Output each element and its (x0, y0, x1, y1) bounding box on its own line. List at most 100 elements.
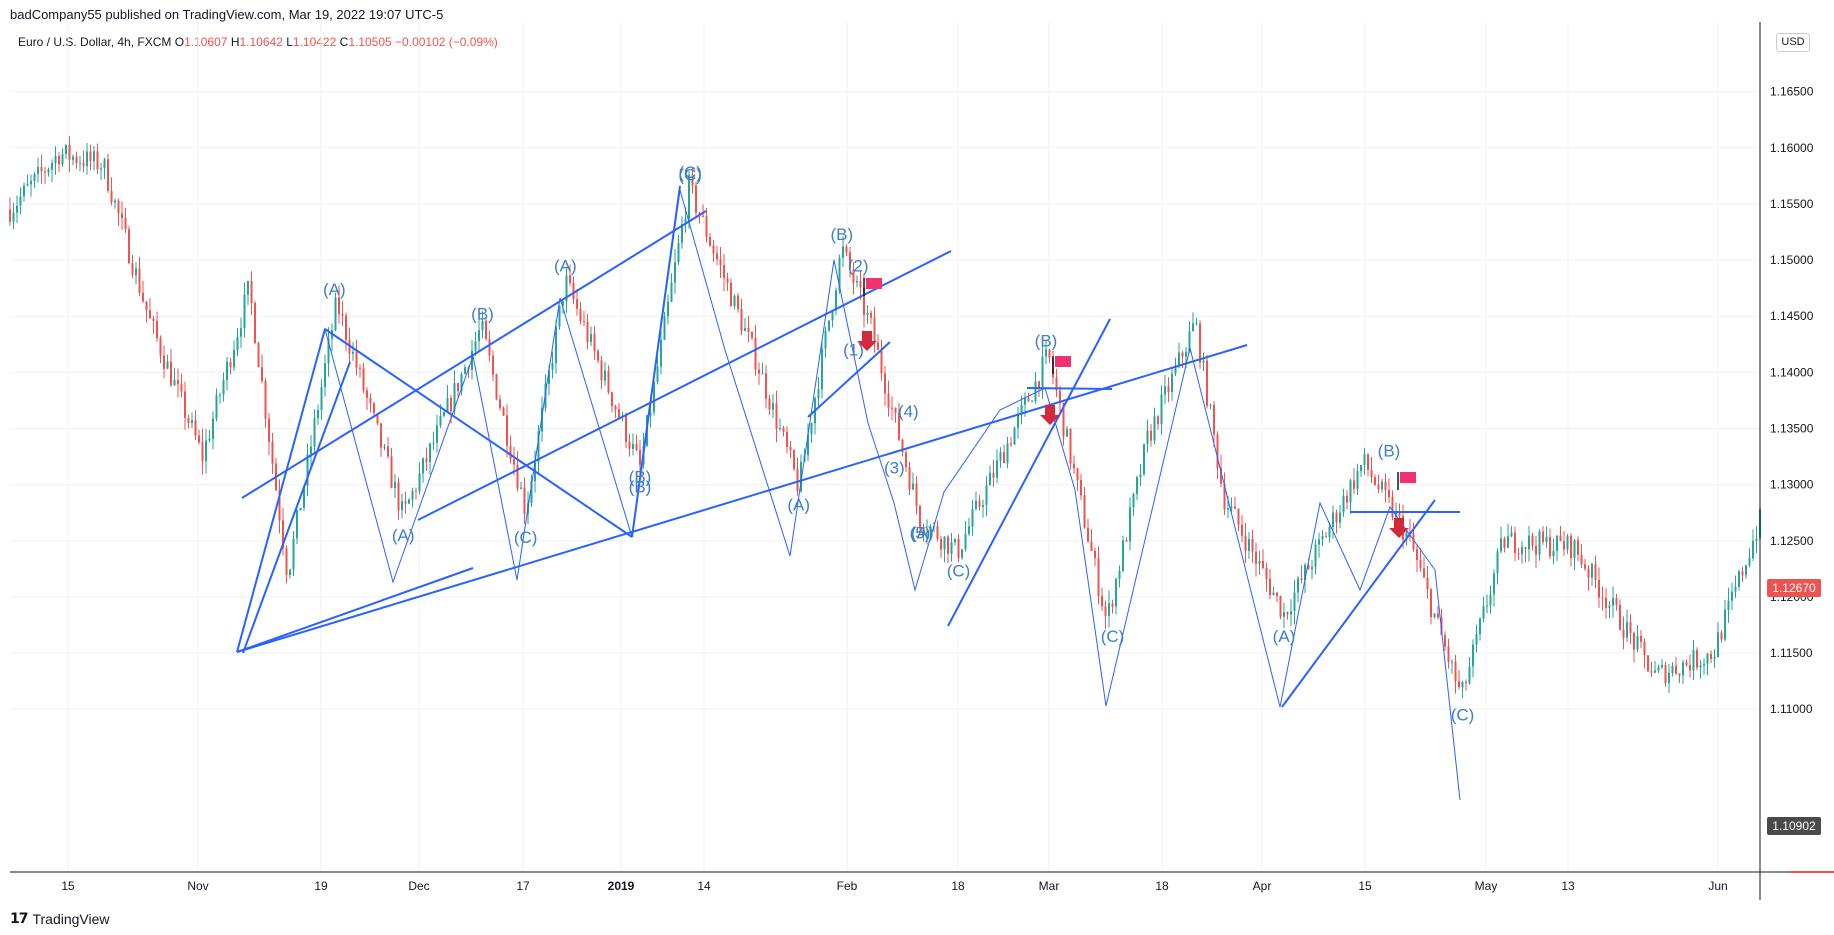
candle-body (709, 236, 711, 246)
trend-line[interactable] (807, 341, 891, 418)
candle-body (303, 486, 305, 508)
candle-body (898, 412, 900, 440)
candle-body (464, 367, 466, 374)
candle-body (936, 525, 939, 539)
wave-label: (A) (1273, 627, 1296, 646)
candle-body (1209, 404, 1212, 406)
candle-body (656, 366, 659, 383)
trend-line[interactable] (417, 250, 952, 521)
candle-body (264, 380, 267, 419)
candle-body (481, 320, 484, 331)
candle-body (1433, 613, 1436, 617)
wave-label: (A) (323, 280, 346, 299)
candle-body (1013, 427, 1016, 445)
trend-line[interactable] (1281, 499, 1436, 708)
candle-body (271, 441, 274, 464)
candle-body (1748, 558, 1751, 566)
candle-body (68, 145, 71, 160)
flag-icon[interactable] (866, 278, 882, 289)
grid (10, 22, 1760, 872)
candle-body (772, 403, 774, 410)
candle-body (1689, 665, 1691, 671)
candle-body (1566, 535, 1569, 550)
candle-body (607, 370, 610, 393)
wave-label: (C) (1101, 627, 1125, 646)
candle-body (96, 151, 99, 170)
candle-body (187, 417, 190, 424)
tradingview-brand[interactable]: 𝟭𝟳 TradingView (10, 910, 110, 927)
flag-icon[interactable] (1400, 472, 1416, 483)
candle-body (992, 472, 995, 478)
candle-body (418, 473, 421, 492)
candle-body (1080, 479, 1082, 496)
candle-body (1272, 592, 1275, 595)
sell-arrow-icon[interactable] (1389, 518, 1409, 538)
candle-body (1668, 672, 1670, 684)
y-tick-label: 1.14500 (1770, 309, 1814, 323)
candle-body (982, 505, 984, 507)
candle-body (1577, 540, 1579, 555)
flag-icon[interactable] (1055, 356, 1071, 367)
trend-line[interactable] (1026, 387, 1113, 390)
candle-body (926, 532, 928, 534)
candle-body (838, 257, 841, 291)
candle-body (86, 151, 88, 167)
y-tick-label: 1.15000 (1770, 253, 1814, 267)
candle-body (548, 369, 550, 384)
candle-body (1703, 663, 1705, 666)
candle-body (1062, 403, 1065, 437)
trend-line[interactable] (241, 210, 707, 499)
candle-body (1328, 526, 1331, 538)
candle-body (44, 171, 46, 173)
candle-body (628, 441, 631, 449)
candle-body (1314, 544, 1317, 567)
wave-path[interactable] (236, 189, 1461, 801)
candle-body (873, 317, 876, 343)
trend-line[interactable] (324, 328, 633, 538)
candle-body (1426, 577, 1429, 590)
trend-line[interactable] (236, 567, 474, 653)
sell-arrow-icon[interactable] (857, 331, 877, 351)
candle-body (170, 361, 172, 386)
candle-body (565, 275, 568, 302)
candle-body (261, 367, 263, 381)
wave-label: (B) (629, 477, 652, 496)
candle-body (1734, 586, 1737, 592)
candle-body (1041, 356, 1044, 388)
candle-body (149, 310, 151, 319)
wave-label: (A) (392, 526, 415, 545)
candle-body (191, 420, 193, 424)
trend-line[interactable] (947, 318, 1111, 627)
candle-body (1419, 560, 1422, 569)
candle-body (1731, 591, 1733, 601)
currency-badge[interactable]: USD (1776, 33, 1810, 52)
candle-body (1528, 535, 1530, 550)
candle-body (740, 309, 743, 332)
drawing-layer[interactable] (236, 185, 1461, 801)
candle-body (1311, 566, 1313, 570)
candle-body (1335, 512, 1338, 523)
candle-body (1339, 512, 1341, 523)
trend-line[interactable] (236, 344, 1248, 653)
candle-body (128, 229, 130, 264)
candle-body (1129, 507, 1131, 542)
symbol-legend[interactable]: Euro / U.S. Dollar, 4h, FXCM O1.10607 H1… (18, 35, 498, 49)
candle-body (114, 200, 116, 203)
candle-body (1486, 605, 1488, 607)
candle-body (887, 393, 890, 408)
candle-body (695, 185, 697, 213)
candle-body (1349, 480, 1352, 503)
candle-body (866, 312, 869, 316)
sell-arrow-icon[interactable] (1040, 405, 1060, 425)
candle-body (747, 328, 750, 333)
candle-body (796, 468, 799, 492)
candle-body (387, 446, 389, 457)
candle-body (310, 446, 312, 454)
trend-line[interactable] (242, 361, 351, 654)
candle-body (1034, 381, 1037, 402)
wave-label: (B) (471, 305, 494, 324)
candle-body (880, 349, 883, 374)
candle-body (236, 336, 239, 351)
candle-body (1559, 535, 1562, 542)
